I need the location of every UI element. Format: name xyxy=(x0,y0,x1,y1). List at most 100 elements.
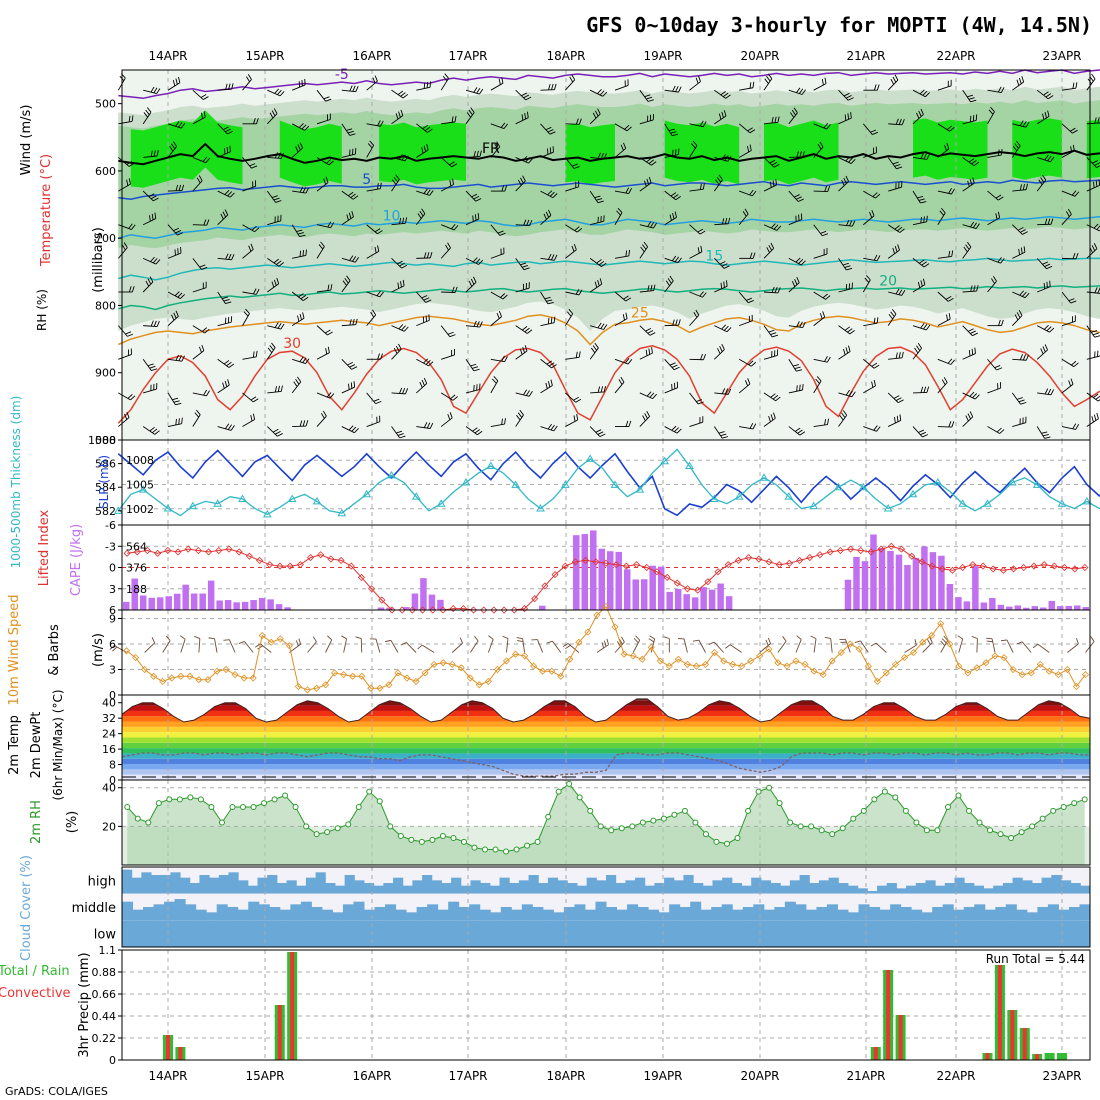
upper-wind-barb-flag xyxy=(1091,245,1096,251)
upper-wind-barb xyxy=(763,354,778,360)
cloud-cell xyxy=(848,912,860,921)
upper-wind-barb-flag xyxy=(1044,154,1049,161)
upper-wind-barb xyxy=(888,291,902,296)
upper-wind-barb-flag xyxy=(796,369,803,372)
cloud-cell xyxy=(286,880,297,894)
cloud-cell xyxy=(690,901,702,921)
isotherm-label-2: 5 xyxy=(362,172,371,188)
wind10m-barb xyxy=(1067,643,1079,653)
thickness-tick-label-2: 584 xyxy=(95,481,116,494)
upper-wind-barb-flag xyxy=(796,321,800,327)
upper-wind-barb-flag xyxy=(297,144,301,151)
cloud-cell xyxy=(731,920,744,947)
upper-wind-barb xyxy=(788,389,803,394)
upper-wind-barb-flag xyxy=(403,326,409,332)
rh2m-point xyxy=(860,807,867,814)
temp-band-2 xyxy=(122,764,1090,770)
wind10m-point xyxy=(828,657,836,665)
upper-wind-barb-flag xyxy=(228,83,231,90)
thickness-point xyxy=(908,489,918,498)
upper-wind-barb-flag xyxy=(274,322,279,328)
upper-wind-barb xyxy=(515,392,530,397)
upper-air-tick-label-1: 600 xyxy=(95,165,116,178)
wind10m-barb-flag xyxy=(941,638,947,644)
upper-wind-barb-flag xyxy=(1000,87,1005,93)
rh2m-point xyxy=(124,804,131,811)
upper-wind-barb-flag xyxy=(224,209,229,216)
upper-wind-barb-flag xyxy=(320,412,325,419)
upper-wind-barb-flag xyxy=(871,362,878,367)
cloud-cell xyxy=(784,901,796,921)
upper-wind-barb xyxy=(888,357,903,360)
upper-wind-barb xyxy=(962,89,971,103)
upper-wind-barb-flag xyxy=(922,90,928,96)
cloud-cell xyxy=(122,869,133,894)
upper-wind-barb-flag xyxy=(348,383,350,390)
cloud-cell xyxy=(563,907,575,921)
wind10m-point xyxy=(303,686,312,694)
upper-wind-barb-flag xyxy=(302,312,305,319)
upper-wind-barb-flag xyxy=(477,213,480,220)
cloud-cell xyxy=(683,920,697,947)
upper-wind-barb-flag xyxy=(892,161,899,165)
upper-wind-barb-flag xyxy=(1094,117,1097,124)
lifted-index-point xyxy=(622,562,630,570)
cloud-cell xyxy=(216,904,228,921)
upper-wind-barb-flag xyxy=(547,317,550,325)
upper-wind-barb xyxy=(987,111,995,125)
upper-wind-barb-flag xyxy=(224,189,230,195)
upper-wind-barb-flag xyxy=(625,250,628,257)
cloud-cell xyxy=(838,883,849,894)
upper-wind-barb-flag xyxy=(799,431,806,436)
upper-wind-barb-flag xyxy=(470,107,475,113)
upper-wind-barb-flag xyxy=(131,286,135,293)
rh2m-tick-label-0: 40 xyxy=(102,782,116,795)
upper-wind-barb xyxy=(366,80,378,91)
cloud-cell xyxy=(828,877,839,894)
upper-wind-barb-flag xyxy=(148,193,155,198)
upper-wind-barb-flag xyxy=(149,276,154,283)
upper-wind-barb xyxy=(366,145,375,158)
cloud-cell xyxy=(673,880,684,894)
upper-wind-barb xyxy=(639,246,649,259)
upper-wind-barb xyxy=(912,89,926,98)
cloud-cell xyxy=(874,920,888,947)
upper-wind-barb-flag xyxy=(791,280,796,287)
cloud-cell xyxy=(122,920,135,947)
cape-tick-label-0: 564 xyxy=(126,540,147,553)
rh2m-point xyxy=(450,834,457,841)
wind10m-point xyxy=(511,650,520,658)
upper-wind-barb-flag xyxy=(792,364,800,367)
upper-wind-barb xyxy=(1086,224,1100,232)
cloud-cell xyxy=(422,875,433,894)
upper-wind-barb xyxy=(118,224,132,230)
upper-wind-barb-flag xyxy=(251,225,257,231)
upper-wind-barb xyxy=(639,157,652,166)
cloud-cell xyxy=(406,912,418,921)
upper-wind-barb xyxy=(962,325,973,337)
upper-wind-barb-flag xyxy=(819,313,823,320)
upper-wind-barb xyxy=(987,358,997,371)
upper-wind-barb-flag xyxy=(677,148,680,155)
thickness-point xyxy=(834,482,843,491)
upper-wind-barb-flag xyxy=(895,118,899,125)
upper-wind-barb xyxy=(962,119,977,125)
upper-wind-barb-flag xyxy=(843,177,847,184)
upper-wind-barb xyxy=(515,180,526,192)
upper-wind-barb-flag xyxy=(526,219,530,226)
upper-wind-barb-flag xyxy=(227,379,230,386)
thickness-point xyxy=(560,480,570,488)
upper-wind-barb-flag xyxy=(149,365,156,369)
thickness-point xyxy=(138,485,148,493)
wind10m-barb-flag xyxy=(606,638,609,645)
upper-wind-barb xyxy=(788,426,801,436)
upper-wind-barb-flag xyxy=(172,397,179,401)
wind10m-point xyxy=(539,667,547,675)
wind10m-point xyxy=(475,681,483,689)
cloud-cell xyxy=(1068,907,1080,921)
upper-wind-barb-flag xyxy=(790,112,795,118)
cloud-cell xyxy=(133,920,147,947)
upper-wind-barb-flag xyxy=(305,420,309,427)
upper-wind-barb xyxy=(440,417,453,427)
upper-wind-barb-flag xyxy=(521,92,527,97)
